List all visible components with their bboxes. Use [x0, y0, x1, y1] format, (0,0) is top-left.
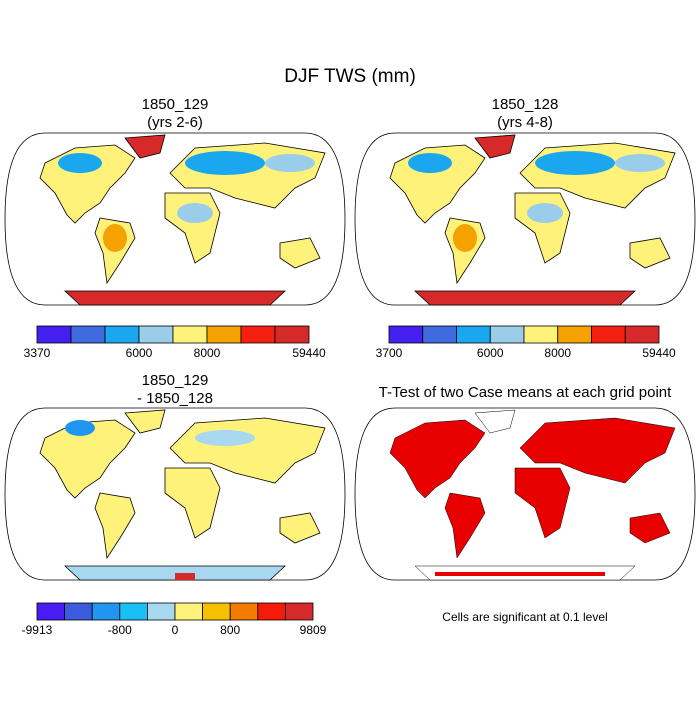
map — [4, 407, 346, 581]
colorbar-label: 800 — [220, 623, 240, 637]
colorbar-box — [624, 325, 660, 344]
colorbar-label: 59440 — [292, 346, 326, 360]
figure-title: DJF TWS (mm) — [284, 66, 416, 87]
colorbar-box — [138, 325, 174, 344]
colorbar-box — [422, 325, 457, 344]
colorbar-label: 3700 — [376, 346, 403, 360]
colorbar-box — [257, 602, 286, 621]
colorbar-box — [388, 325, 424, 344]
colorbar-box — [70, 325, 106, 344]
colorbar-box — [284, 602, 314, 621]
colorbar-label: -800 — [108, 623, 132, 637]
colorbar-box — [64, 602, 93, 621]
colorbar-label: 8000 — [194, 346, 221, 360]
colorbar-box — [104, 325, 140, 344]
colorbar-box — [229, 602, 259, 621]
colorbar-label: 59440 — [642, 346, 676, 360]
colorbar-box — [206, 325, 242, 344]
colorbar-label: -9913 — [22, 623, 53, 637]
colorbar-box — [172, 325, 208, 344]
colorbar-box — [202, 602, 231, 621]
colorbar-label: 6000 — [477, 346, 504, 360]
colorbar-box — [174, 602, 204, 621]
panel-title: 1850_128 — [492, 96, 559, 113]
colorbar-box — [36, 325, 72, 344]
panel-title: 1850_129 — [142, 372, 209, 389]
colorbar-box — [523, 325, 559, 344]
colorbar-label: 3370 — [24, 346, 51, 360]
map — [354, 132, 696, 306]
panel-title: T-Test of two Case means at each grid po… — [379, 384, 672, 401]
panel-title: 1850_129 — [142, 96, 209, 113]
map — [4, 132, 346, 306]
note: Cells are significant at 0.1 level — [442, 610, 607, 624]
colorbar-label: 9809 — [300, 623, 327, 637]
colorbar-box — [119, 602, 148, 621]
colorbar-label: 6000 — [126, 346, 153, 360]
colorbar-box — [36, 602, 66, 621]
colorbar-box — [240, 325, 276, 344]
colorbar-box — [146, 602, 176, 621]
colorbar-box — [489, 325, 525, 344]
panel-subtitle: (yrs 2-6) — [147, 114, 203, 131]
colorbar-box — [456, 325, 491, 344]
colorbar-box — [274, 325, 310, 344]
colorbar-box — [591, 325, 626, 344]
map — [354, 407, 696, 581]
colorbar-label: 0 — [172, 623, 179, 637]
colorbar-label: 8000 — [544, 346, 571, 360]
panel-subtitle: (yrs 4-8) — [497, 114, 553, 131]
colorbar-box — [91, 602, 121, 621]
panel-subtitle: - 1850_128 — [137, 390, 213, 407]
colorbar-box — [557, 325, 592, 344]
